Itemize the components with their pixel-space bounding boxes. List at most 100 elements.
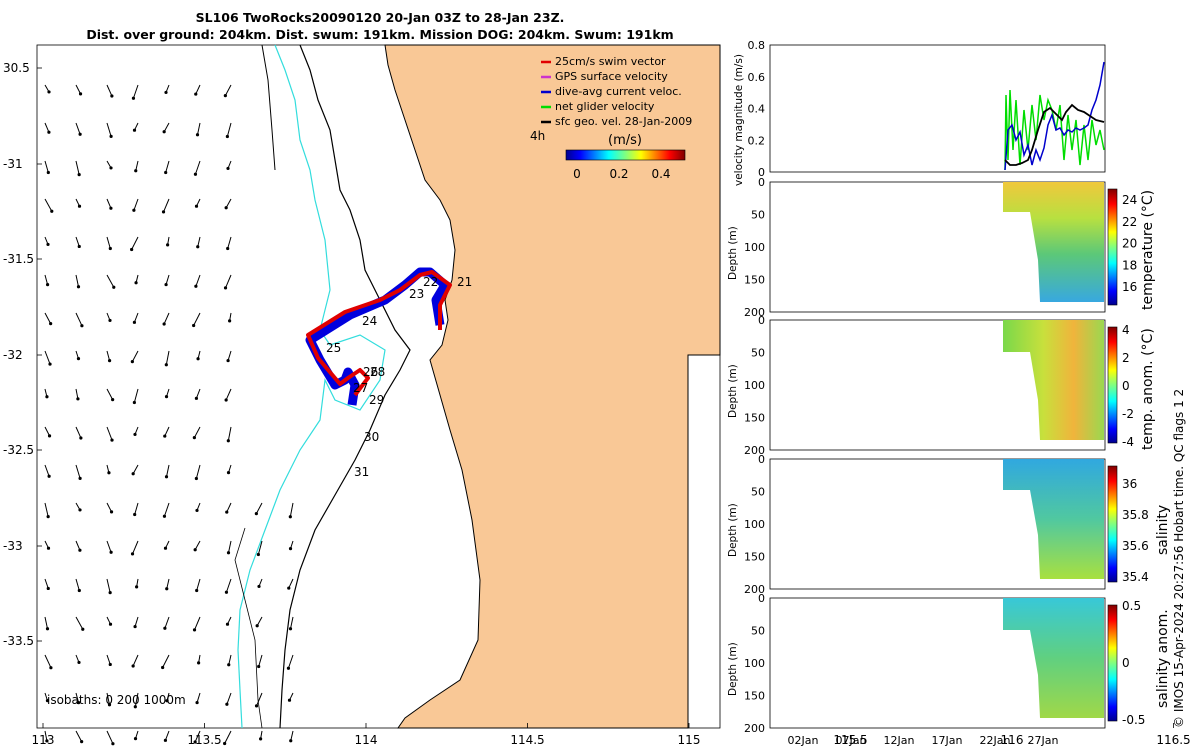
current-vector-head (257, 584, 261, 589)
current-vector-head (254, 704, 259, 708)
colorbar-tick: 4 (1122, 323, 1130, 337)
current-vector (75, 274, 79, 287)
current-vector (75, 122, 81, 135)
current-vector (44, 198, 53, 212)
current-vector (194, 616, 201, 631)
current-vector-head (110, 438, 114, 442)
current-vector-head (226, 471, 231, 475)
colorbar-tick: 24 (1122, 193, 1137, 207)
time-axis-ticks: 02Jan 07Jan 12Jan 17Jan 22Jan 27Jan (788, 734, 1059, 747)
current-vector-head (195, 588, 199, 593)
current-vector-head (223, 286, 228, 290)
colorbar-tick: 0 (1122, 379, 1130, 393)
lon-tick-label: 113.5 (187, 733, 221, 747)
current-vector-head (78, 92, 83, 96)
current-vector-head (46, 170, 50, 175)
lat-tick-label: -31.5 (3, 252, 34, 266)
sal-anom-label: salinity anom. (1155, 609, 1171, 708)
current-vector-head (78, 548, 82, 552)
isobaths-label: isobaths: 0 200 1000m (47, 693, 186, 707)
current-vector (165, 160, 170, 173)
colorbar-tick: -2 (1122, 407, 1134, 421)
day-label: 31 (354, 465, 369, 479)
colorbar-tick: 36 (1122, 477, 1137, 491)
current-vector (75, 160, 80, 175)
lat-tick-label: -32 (3, 348, 23, 362)
current-vector (132, 84, 139, 99)
current-vector-head (255, 624, 259, 628)
current-vector-head (195, 508, 199, 513)
current-vector-head (130, 359, 134, 364)
isobath-1000-west (234, 527, 263, 729)
land-area (384, 44, 721, 729)
depth-tick: 200 (744, 444, 765, 457)
current-vector-head (194, 284, 198, 288)
current-vector-head (77, 204, 82, 208)
depth-tick: 150 (744, 412, 765, 425)
current-vector (132, 464, 139, 474)
salinity-panel (769, 458, 1118, 590)
current-vector-head (226, 551, 231, 555)
current-vector-head (287, 698, 292, 702)
current-vector (194, 160, 201, 175)
current-vector (195, 388, 201, 399)
current-vector (165, 274, 170, 285)
current-vector (163, 122, 170, 132)
current-vector (75, 236, 80, 247)
time-tick: 12Jan (884, 734, 915, 747)
current-vector-head (161, 210, 166, 214)
current-vector-head (162, 322, 166, 326)
current-vector-head (46, 586, 50, 591)
temperature-label: temperature (°C) (1140, 189, 1156, 310)
time-tick: 07Jan (836, 734, 867, 747)
current-vector-head (45, 739, 49, 743)
map-colorbar (565, 149, 686, 161)
current-vector-head (78, 508, 82, 512)
current-vector (288, 578, 294, 589)
current-vector (44, 578, 49, 589)
velocity-ytick: 0 (758, 166, 765, 179)
velocity-frame (769, 44, 1106, 173)
current-vector (225, 578, 232, 593)
current-vector-head (224, 398, 228, 402)
series-sfc-geo (1004, 103, 1105, 166)
colorbar-tick: 20 (1122, 237, 1137, 251)
current-vector-head (109, 510, 114, 514)
velocity-ytick: 0.6 (748, 71, 766, 84)
current-vector (289, 502, 294, 517)
current-vector (196, 578, 201, 591)
current-vector (44, 616, 48, 629)
current-vector (132, 654, 139, 667)
map-colorbar-tick: 0.2 (609, 167, 628, 181)
current-vector-head (225, 134, 229, 139)
depth-tick: 50 (751, 625, 765, 638)
current-vector (228, 654, 232, 665)
legend-entry: dive-avg current veloc. (555, 85, 682, 98)
current-vector-head (107, 471, 111, 475)
current-vector-head (46, 242, 50, 247)
current-vector (287, 654, 294, 669)
depth-tick: 0 (758, 453, 765, 466)
current-vector-head (226, 166, 230, 171)
current-vector (134, 616, 139, 627)
current-vector-head (193, 548, 197, 552)
lon-tick-label: 114.5 (510, 733, 544, 747)
current-vector-head (225, 510, 229, 514)
map-colorbar-tick: 0 (573, 167, 581, 181)
current-vector (131, 236, 139, 250)
current-vector (163, 198, 170, 213)
current-vector-head (254, 511, 258, 516)
lat-tick-label: -33.5 (3, 634, 34, 648)
depth-tick: 0 (758, 592, 765, 605)
current-vector-head (107, 359, 112, 363)
lat-ticks: 30.5 -31 -31.5 -32 -32.5 -33 -33.5 (3, 61, 42, 648)
velocity-yticks: 0 0.2 0.4 0.6 0.8 (748, 39, 766, 179)
current-vector-head (76, 701, 81, 705)
depth-tick: 150 (744, 551, 765, 564)
current-vector-head (133, 512, 137, 517)
isobath-200 (279, 44, 411, 729)
colorbar-tick: 35.6 (1122, 539, 1149, 553)
